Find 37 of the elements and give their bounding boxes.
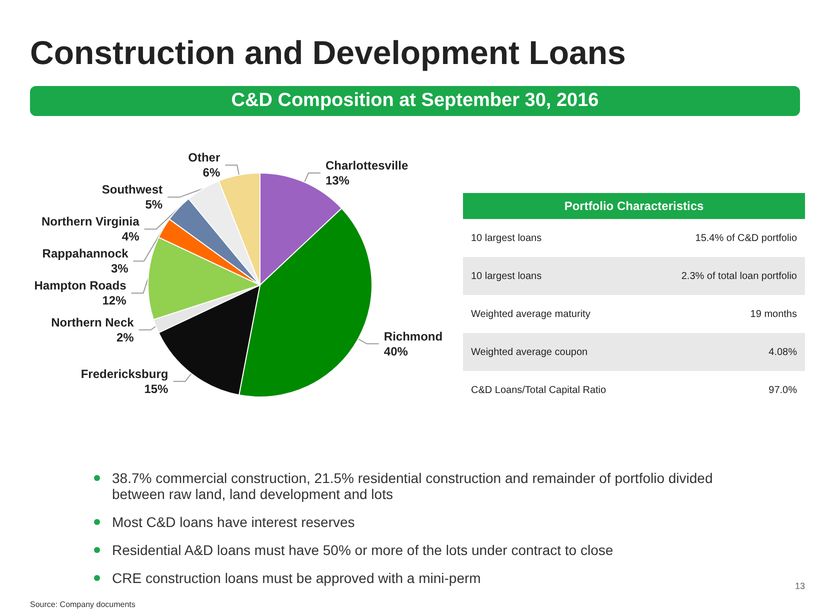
data-label: 3% xyxy=(110,262,129,276)
data-label: 12% xyxy=(102,294,127,308)
text: Residential A&D loans must have 50% or more of the lots under contract to close xyxy=(112,542,614,558)
slice-label: Other xyxy=(188,150,220,165)
slice-label: Charlottesville xyxy=(325,158,408,173)
slice-label: Southwest xyxy=(102,182,163,197)
text: 4.08% xyxy=(646,333,805,371)
slice-label: Rappahannock xyxy=(42,246,129,261)
data-label: 13% xyxy=(325,174,350,188)
text: Weighted average maturity xyxy=(470,308,592,322)
text: 10 largest loans xyxy=(470,232,543,246)
text: Weighted average coupon xyxy=(463,333,646,371)
text: 19 months xyxy=(749,308,798,322)
slice-label: Northern Neck xyxy=(51,315,134,330)
chart-subtitle: C&D Composition at September 30, 2016 xyxy=(30,86,800,116)
text: C&D Loans/Total Capital Ratio xyxy=(470,384,608,398)
text: 10 largest loans xyxy=(463,257,646,295)
text: Portfolio Characteristics xyxy=(463,193,805,219)
data-label: 6% xyxy=(202,166,220,180)
text: CRE construction loans must be approved with a mini-perm xyxy=(112,570,482,586)
text: 2.3% of total loan portfolio xyxy=(646,257,805,295)
data-label: 2% xyxy=(116,330,134,344)
text: 97.0% xyxy=(768,384,798,398)
data-label: 4% xyxy=(122,230,140,244)
text: Most C&D loans have interest reserves xyxy=(112,514,356,530)
source-note: Source: Company documents xyxy=(30,600,136,609)
data-label: 40% xyxy=(384,344,408,358)
text: 13 xyxy=(795,581,806,591)
slice-label: Fredericksburg xyxy=(80,366,168,381)
slice-label: Richmond xyxy=(384,329,443,344)
text: 15.4% of C&D portfolio xyxy=(694,232,798,246)
slice-label: Hampton Roads xyxy=(34,278,127,293)
data-label: 5% xyxy=(145,198,163,212)
text: 38.7% commercial construction, 21.5% residential construction and remainder of portfolio divided between raw land, land development and lots xyxy=(112,470,714,502)
slice-label: Northern Virginia xyxy=(41,214,140,229)
data-label: 15% xyxy=(144,382,169,396)
chart-title: Construction and Development Loans xyxy=(30,34,626,72)
